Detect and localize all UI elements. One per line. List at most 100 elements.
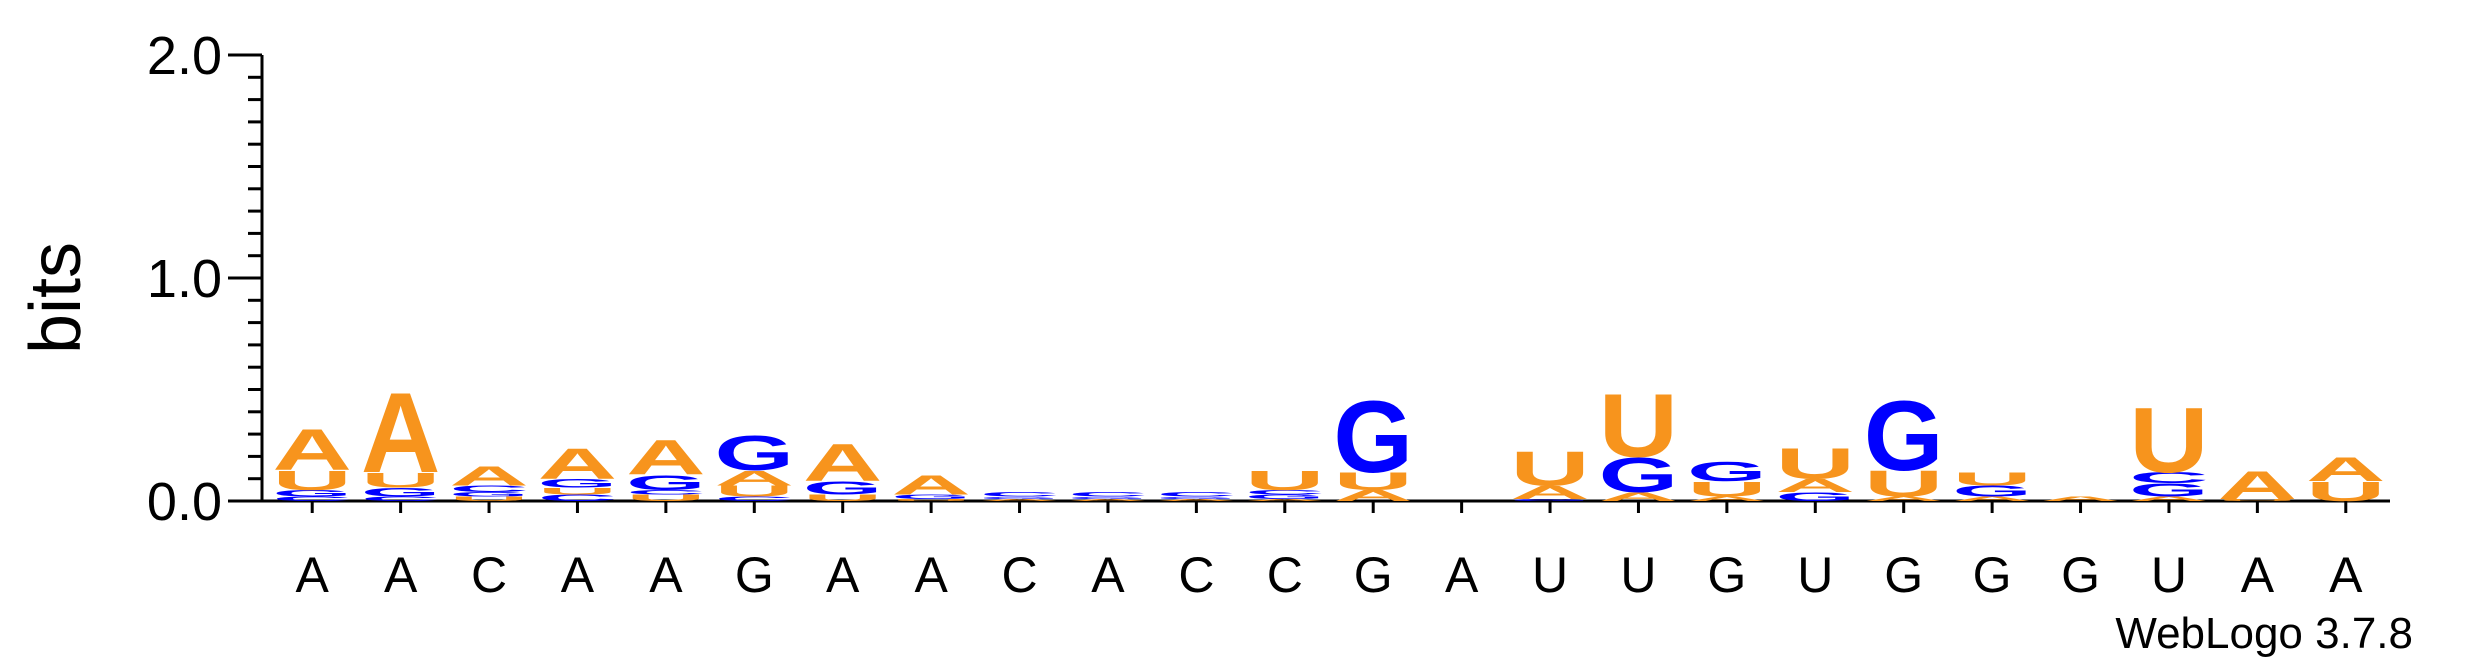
logo-letter-G: G — [626, 470, 706, 494]
logo-letter-A: A — [1510, 482, 1590, 503]
axes: 0.0 1.0 2.0 — [147, 26, 2390, 532]
logo-letter-U: U — [1864, 464, 1944, 505]
logo-letter-U: U — [449, 495, 529, 502]
x-tick-label: A — [2329, 547, 2363, 603]
x-tick-label: C — [1267, 547, 1303, 603]
logo-letter-G: G — [2129, 480, 2209, 501]
logo-letter-G: G — [1864, 381, 1944, 491]
logo-letter-A: A — [1333, 487, 1413, 504]
x-tick-label: G — [1884, 547, 1923, 603]
logo-letter-G: G — [1687, 456, 1767, 487]
logo-letter-U: U — [626, 493, 706, 503]
logo-letter-A: A — [1864, 495, 1944, 502]
logo-letter-U: U — [2129, 388, 2209, 492]
logo-letter-C: C — [538, 493, 618, 503]
logo-letter-U: U — [538, 486, 618, 496]
x-tick-label: U — [1620, 547, 1656, 603]
logo-letter-G: G — [272, 488, 352, 498]
logo-letter-U: U — [891, 498, 971, 501]
x-tick-label: A — [649, 547, 683, 603]
logo-letter-U: U — [2218, 498, 2298, 501]
x-tick-label: A — [384, 547, 418, 603]
logo-letter-C: C — [272, 495, 352, 502]
logo-letter-U: U — [1333, 468, 1413, 496]
logo-letter-A: A — [538, 439, 618, 488]
logo-letter-G: G — [1245, 493, 1325, 500]
x-tick-label: G — [2061, 547, 2100, 603]
x-tick-label: U — [1797, 547, 1833, 603]
logo-letter-U: U — [272, 465, 352, 496]
logo-letter-A: A — [361, 368, 441, 496]
x-tick-label: G — [735, 547, 774, 603]
logo-letter-C: C — [715, 495, 795, 502]
logo-letter-G: G — [1068, 496, 1148, 499]
logo-letter-A: A — [1687, 495, 1767, 502]
logo-letter-A: A — [626, 430, 706, 485]
logo-letter-C: C — [1157, 491, 1237, 498]
logo-letter-G: G — [1776, 490, 1856, 504]
logo-letter-A: A — [1245, 498, 1325, 501]
logo-letter-A: A — [2129, 495, 2209, 502]
x-tick-label: U — [1532, 547, 1568, 603]
logo-letter-A: A — [715, 466, 795, 490]
logo-letter-U: U — [1687, 477, 1767, 501]
x-tick-label: A — [2241, 547, 2275, 603]
logo-letter-G: G — [1333, 379, 1413, 494]
logo-letter-U: U — [361, 468, 441, 492]
logo-letter-G: G — [715, 425, 795, 480]
x-tick-label: G — [1973, 547, 2012, 603]
logo-letter-A: A — [449, 460, 529, 491]
logo-letter-U: U — [1952, 468, 2032, 489]
x-tick-label: G — [1707, 547, 1746, 603]
x-tick-label: A — [914, 547, 948, 603]
logo-letter-A: A — [1952, 495, 2032, 502]
logo-letter-G: G — [449, 491, 529, 498]
y-tick-label: 2.0 — [147, 26, 222, 86]
x-tick-label: A — [1445, 547, 1479, 603]
x-tick-label: A — [1091, 547, 1125, 603]
y-axis-label: bits — [16, 242, 96, 354]
logo-letter-C: C — [2129, 469, 2209, 486]
logo-letter-A: A — [2306, 450, 2386, 488]
logo-letter-A: A — [891, 469, 971, 500]
x-tick-label: G — [1354, 547, 1393, 603]
x-tick-label: A — [296, 547, 330, 603]
logo-letter-U: U — [1776, 439, 1856, 488]
x-tick-label: C — [471, 547, 507, 603]
logo-letter-C: C — [626, 489, 706, 496]
x-tick-label: C — [1001, 547, 1037, 603]
x-tick-label: A — [826, 547, 860, 603]
logo-letter-C: C — [1068, 491, 1148, 498]
x-tick-label: A — [561, 547, 595, 603]
logo-letter-C: C — [1245, 489, 1325, 496]
logo-letter-A: A — [803, 434, 883, 493]
logo-letter-A: A — [1776, 475, 1856, 496]
logo-letter-A: A — [272, 416, 352, 482]
weblogo-credit: WebLogo 3.7.8 — [2115, 609, 2413, 658]
logo-letter-G: G — [1157, 496, 1237, 499]
logo-letter-A: A — [2218, 462, 2298, 507]
logo-letter-U: U — [1510, 441, 1590, 496]
logo-letter-U: U — [803, 493, 883, 503]
logo-letter-U: U — [715, 483, 795, 500]
logo-letter-U: U — [1245, 465, 1325, 496]
logo-letter-C: C — [449, 484, 529, 494]
logo-letter-C: C — [980, 491, 1060, 498]
x-tick-label: U — [2151, 547, 2187, 603]
logo-letter-G: G — [1599, 448, 1679, 503]
y-tick-label: 1.0 — [147, 249, 222, 309]
logo-letter-G: G — [891, 493, 971, 500]
logo-letter-G: G — [361, 485, 441, 499]
logo-letter-G: G — [1952, 483, 2032, 500]
logo-letter-G: G — [803, 477, 883, 498]
logo-letter-A: A — [980, 498, 1060, 501]
logo-letter-A: A — [2041, 495, 2121, 502]
logo-letter-A: A — [1157, 498, 1237, 501]
x-tick-label: C — [1178, 547, 1214, 603]
logo-letter-G: G — [980, 496, 1060, 499]
logo-letter-A: A — [1068, 498, 1148, 501]
logo-letter-U: U — [1599, 376, 1679, 476]
